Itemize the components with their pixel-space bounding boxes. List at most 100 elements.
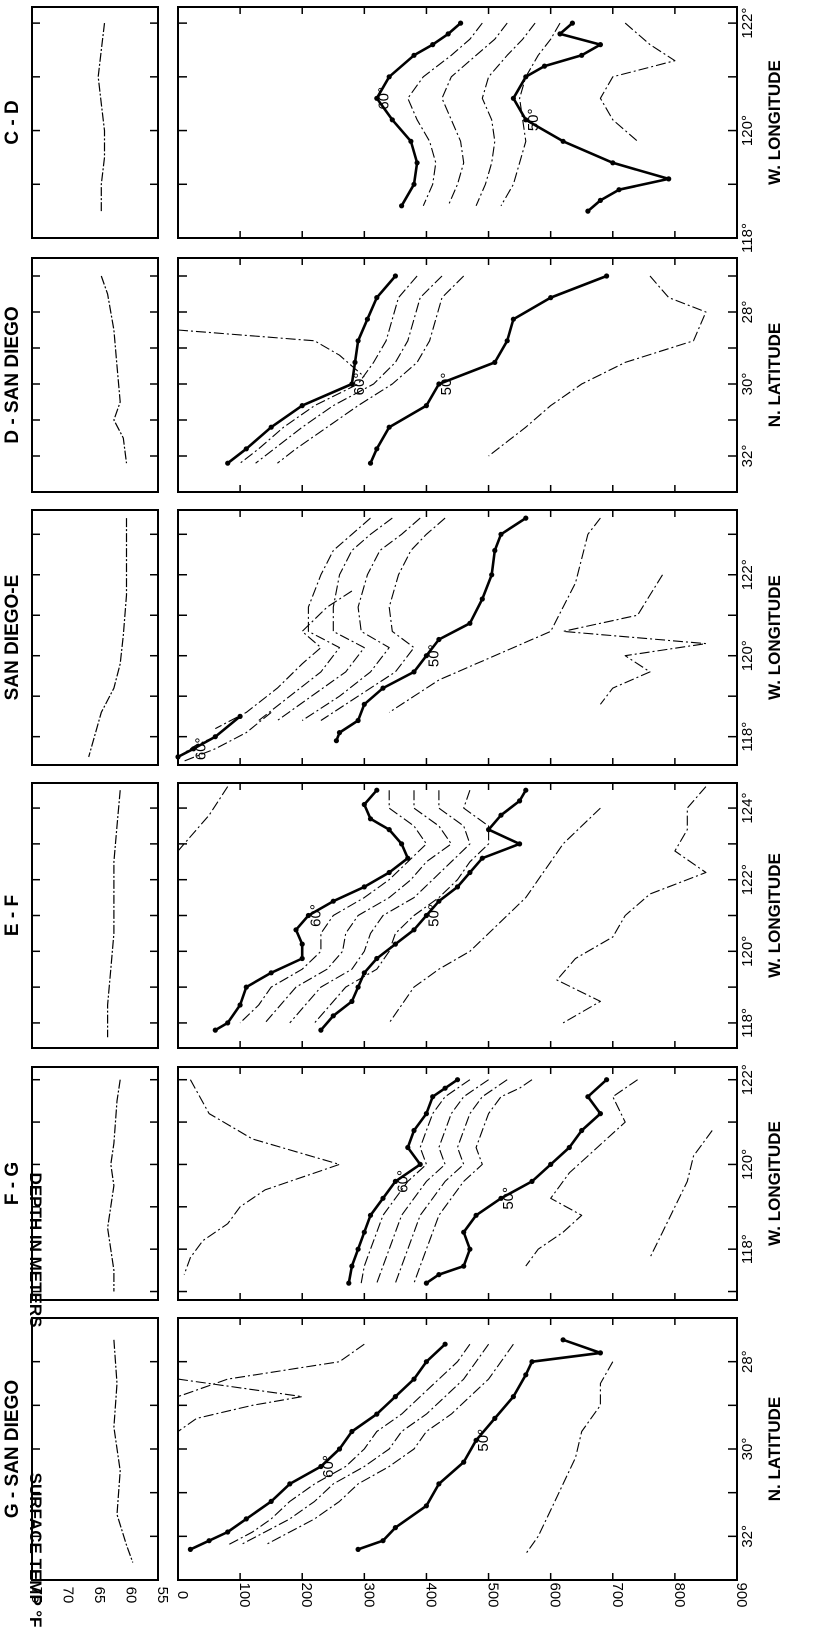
surface-temp-line [88, 518, 128, 758]
isotherm-point [330, 898, 336, 904]
isotherm-line [562, 574, 707, 705]
isotherm-point [361, 801, 367, 808]
isotherm-point [436, 1272, 442, 1278]
isotherm-point [454, 1077, 461, 1083]
isotherm-label: 60° [394, 1170, 411, 1193]
x-tick-label: 120° [739, 640, 756, 671]
isotherm-point [367, 460, 374, 466]
depth-tick-label: 800 [671, 1582, 688, 1607]
isotherm-point [529, 1178, 535, 1184]
isotherm-point [517, 841, 523, 847]
isotherm-point [268, 424, 274, 430]
isotherm-point [374, 295, 380, 301]
isotherm-point [299, 941, 305, 947]
depth-tick-label: 600 [547, 1582, 564, 1607]
isotherm-line [239, 1343, 490, 1546]
surface-temp-frame [31, 782, 159, 1049]
isotherm-point [467, 869, 473, 876]
isotherm-point [417, 1161, 423, 1167]
isotherm-point [399, 841, 405, 847]
isotherm-point [492, 547, 498, 554]
isotherm-point [461, 1229, 467, 1235]
depth-tick-label: 300 [360, 1582, 377, 1607]
surface-temp-line [97, 23, 106, 212]
isotherm-point [498, 531, 504, 537]
isotherm-bold-line [335, 517, 527, 742]
isotherm-line [320, 517, 446, 721]
x-tick-label: 30° [739, 1438, 756, 1461]
isotherm-point [225, 460, 231, 466]
isotherm-line [177, 1378, 303, 1432]
x-tick-label: 118° [739, 722, 756, 752]
isotherm-point [560, 1337, 566, 1343]
isotherm-label: 60° [376, 87, 393, 110]
isotherm-point [293, 927, 299, 933]
isotherm-point [423, 1280, 429, 1286]
isotherm-point [461, 1263, 467, 1269]
x-tick-label: 32° [739, 1525, 756, 1548]
isotherm-line [314, 790, 490, 1024]
isotherm-point [610, 160, 616, 166]
isotherm-point [504, 338, 510, 344]
isotherm-point [436, 381, 442, 387]
surface-temp-frame [31, 509, 159, 766]
isotherm-point [386, 424, 392, 430]
isotherm-point [374, 95, 380, 101]
isotherm-line [360, 1079, 471, 1284]
isotherm-point [386, 74, 392, 80]
x-tick-label: 118° [739, 1008, 756, 1038]
x-tick-label: 120° [739, 1149, 756, 1180]
depth-tick-label: 700 [609, 1582, 626, 1607]
x-tick-label: 30° [739, 373, 756, 396]
isotherm-line [556, 786, 707, 1024]
isotherm-point [454, 884, 461, 890]
isotherm-point [489, 572, 495, 578]
isotherm-point [423, 403, 429, 409]
isotherm-point [473, 1212, 479, 1218]
isotherm-point [349, 381, 355, 387]
isotherm-point [557, 31, 563, 37]
isotherm-point [560, 138, 566, 144]
isotherm-point [411, 669, 417, 675]
isotherm-line [488, 275, 707, 457]
isotherm-point [355, 1246, 361, 1252]
isotherm-line [258, 517, 371, 721]
isotherm-point [430, 42, 436, 48]
isotherm-line [277, 517, 393, 721]
section-title: C - D [2, 100, 23, 144]
x-tick-label: 120° [739, 115, 756, 146]
isotherm-point [604, 1077, 610, 1083]
isotherm-line [239, 275, 418, 464]
x-axis-label: N. LATITUDE [765, 323, 784, 428]
isotherm-point [333, 738, 339, 744]
isotherm-point [579, 1127, 585, 1134]
isotherm-bold-line [425, 1078, 608, 1285]
isotherm-label: 50° [425, 904, 442, 927]
surface-temp-frame [31, 1317, 159, 1581]
isotherm-point [436, 898, 442, 904]
surface-temp-tick-label: 60 [123, 1587, 140, 1604]
isotherm-point [299, 403, 305, 409]
isotherm-point [492, 359, 498, 365]
isotherm-line [264, 1343, 514, 1546]
isotherm-point [411, 927, 417, 933]
surface-temp-line [113, 1339, 134, 1563]
isotherm-line [376, 1079, 489, 1284]
isotherm-point [355, 984, 361, 990]
isotherm-point [380, 1538, 386, 1544]
isotherm-point [399, 203, 405, 209]
isotherm-line [394, 1079, 508, 1284]
isotherm-point [364, 316, 370, 322]
depth-frame [177, 257, 738, 493]
isotherm-bold-line [189, 1343, 446, 1551]
isotherm-point [361, 701, 367, 707]
surface-temp-tick-label: 75 [28, 1587, 45, 1604]
x-axis-label: W. LONGITUDE [765, 853, 784, 978]
isotherm-point [604, 273, 610, 279]
isotherm-label: 60° [320, 1455, 337, 1478]
x-axis-label: N. LATITUDE [765, 1397, 784, 1502]
isotherm-point [585, 208, 591, 214]
isotherm-line [500, 22, 561, 207]
surface-temp-tick-label: 55 [154, 1587, 171, 1604]
